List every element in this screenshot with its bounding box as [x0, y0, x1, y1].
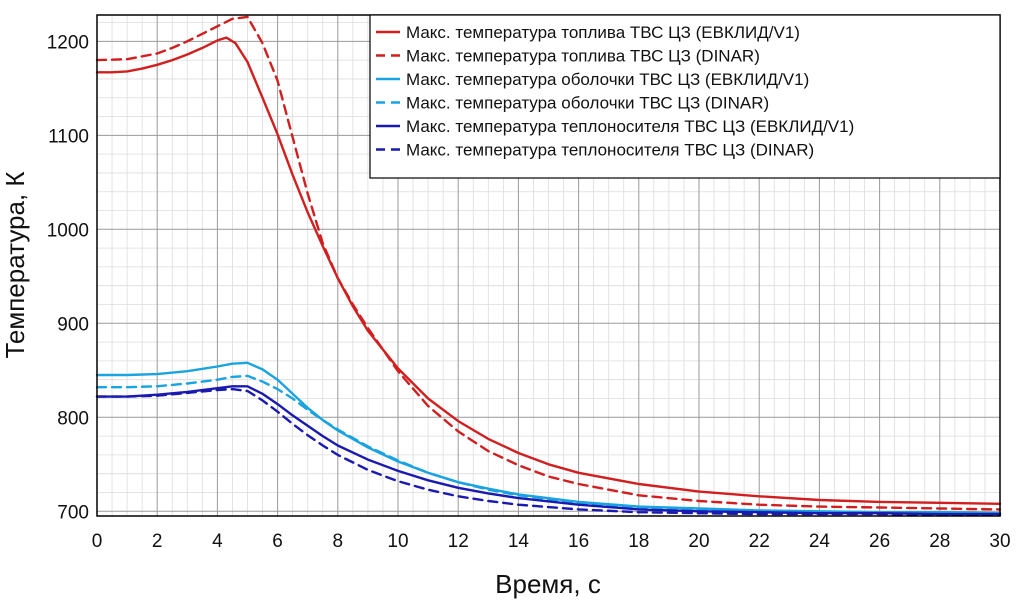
x-tick-label: 10 — [387, 531, 408, 552]
y-tick-label: 900 — [57, 314, 89, 335]
x-tick-label: 26 — [869, 531, 890, 552]
y-tick-label: 1000 — [47, 220, 89, 241]
series-line-1 — [95, 36, 1002, 505]
x-tick-label: 30 — [989, 531, 1010, 552]
legend-label: Макс. температура теплоносителя ТВС ЦЗ (… — [406, 117, 854, 136]
x-tick-label: 2 — [152, 531, 163, 552]
series-line-5 — [95, 385, 1002, 516]
y-axis-title: Температура, К — [0, 171, 30, 358]
series-line-6 — [95, 387, 1002, 517]
x-tick-label: 18 — [628, 531, 649, 552]
legend-box — [369, 14, 1001, 179]
legend: Макс. температура топлива ТВС ЦЗ (ЕВКЛИД… — [369, 14, 1001, 179]
y-tick-label: 800 — [57, 408, 89, 429]
x-tick-label: 24 — [809, 531, 831, 552]
tick-labels: 0 2 4 6 8 10 12 14 16 18 20 22 24 26 28 307008009001000… — [47, 32, 1011, 552]
x-tick-label: 12 — [448, 531, 469, 552]
y-tick-label: 1100 — [48, 126, 89, 147]
series-line-2 — [95, 15, 1002, 511]
series-line-4 — [95, 374, 1002, 515]
x-tick-label: 14 — [508, 531, 530, 552]
x-tick-label: 20 — [688, 531, 709, 552]
x-tick-label: 4 — [212, 531, 223, 552]
legend-label: Макс. температура оболочки ТВС ЦЗ (DINAR… — [406, 94, 769, 113]
legend-label: Макс. температура топлива ТВС ЦЗ (ЕВКЛИД… — [406, 23, 800, 42]
legend-label: Макс. температура топлива ТВС ЦЗ (DINAR) — [406, 47, 760, 66]
x-axis-title: Время, с — [495, 569, 601, 599]
y-tick-label: 700 — [57, 502, 89, 523]
x-tick-label: 8 — [333, 531, 344, 552]
x-tick-label: 28 — [929, 531, 950, 552]
y-tick-label: 1200 — [47, 32, 89, 53]
x-tick-label: 22 — [749, 531, 770, 552]
legend-label: Макс. температура теплоносителя ТВС ЦЗ (… — [406, 141, 814, 160]
legend-label: Макс. температура оболочки ТВС ЦЗ (ЕВКЛИ… — [406, 70, 809, 89]
series-lines — [95, 15, 1002, 517]
x-tick-label: 6 — [272, 531, 283, 552]
x-tick-label: 0 — [92, 531, 103, 552]
x-tick-label: 16 — [568, 531, 589, 552]
